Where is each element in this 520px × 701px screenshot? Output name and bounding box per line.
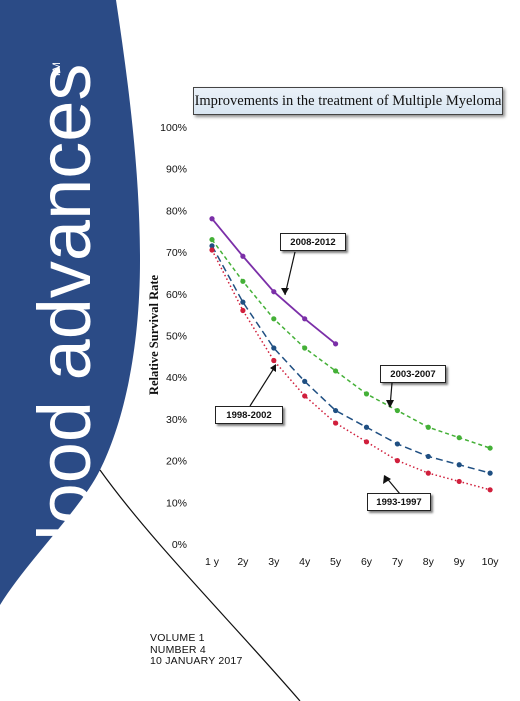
y-tick-label: 70%	[166, 247, 187, 259]
data-point	[209, 236, 215, 243]
data-point	[363, 439, 370, 445]
data-point	[333, 420, 339, 426]
y-tick-label: 50%	[166, 331, 187, 343]
data-point	[240, 307, 246, 314]
chart-y-axis-label: Relative Survival Rate	[147, 274, 161, 395]
data-point	[425, 424, 431, 430]
data-point	[302, 316, 308, 322]
y-tick-label: 10%	[166, 497, 187, 509]
data-point	[240, 299, 246, 305]
annotation-2008-2012: 2008-2012	[280, 233, 346, 251]
data-point	[333, 368, 339, 374]
y-tick-label: 30%	[166, 414, 187, 426]
data-point	[333, 341, 339, 347]
data-point	[363, 424, 370, 430]
data-point	[209, 247, 215, 253]
data-point	[487, 487, 493, 493]
annotation-1993-1997: 1993-1997	[367, 493, 431, 511]
data-point	[456, 435, 462, 441]
issue-number: NUMBER 4	[150, 643, 206, 656]
series-line	[211, 245, 491, 474]
data-point	[394, 458, 400, 464]
issue-info: VOLUME 1 NUMBER 4 10 JANUARY 2017	[150, 632, 243, 668]
x-tick-label: 3y	[268, 556, 280, 568]
annotation-1998-2002: 1998-2002	[215, 406, 283, 424]
x-tick-label: 6y	[361, 556, 373, 568]
journal-masthead: blood advances	[23, 64, 106, 582]
data-point	[487, 445, 493, 451]
data-point	[333, 407, 339, 414]
annotation-2003-2007: 2003-2007	[380, 365, 446, 383]
y-tick-label: 40%	[166, 372, 187, 384]
series-2008-2012	[209, 216, 339, 347]
data-point	[302, 378, 308, 384]
survival-chart: Relative Survival Rate 0% 10% 20% 30% 40% 50%…	[147, 122, 499, 568]
series-1998-2002	[209, 243, 493, 476]
x-tick-label: 8y	[423, 556, 435, 568]
x-tick-label: 4y	[299, 556, 311, 568]
data-point	[456, 478, 462, 485]
data-point	[302, 393, 308, 399]
series-2003-2007	[209, 236, 493, 451]
trademark-mark: TM	[51, 62, 63, 78]
series-1993-1997	[209, 247, 493, 493]
x-tick-label: 10y	[482, 556, 500, 568]
annotation-arrows	[249, 251, 401, 495]
data-point	[425, 453, 431, 460]
data-point	[209, 243, 215, 249]
x-tick-label: 9y	[454, 556, 466, 568]
x-tick-label: 7y	[392, 556, 404, 568]
y-tick-label: 100%	[160, 122, 187, 134]
registered-mark: ®	[104, 640, 111, 650]
blue-swoosh-band	[0, 0, 140, 605]
x-tick-label: 1 y	[205, 556, 220, 568]
data-point	[209, 216, 215, 222]
data-point	[240, 278, 246, 284]
series-line	[211, 249, 491, 491]
x-tick-label: 2y	[237, 556, 249, 568]
data-point	[271, 345, 277, 351]
y-tick-label: 20%	[166, 456, 187, 468]
y-tick-label: 90%	[166, 164, 187, 176]
data-point	[394, 407, 400, 414]
data-point	[271, 316, 277, 322]
data-point	[363, 391, 370, 397]
issue-date: 10 JANUARY 2017	[150, 655, 243, 667]
data-point	[271, 289, 277, 295]
chart-title: Improvements in the treatment of Multipl…	[193, 87, 503, 115]
data-point	[394, 441, 400, 447]
x-tick-label: 5y	[330, 556, 342, 568]
data-point	[271, 357, 277, 364]
y-tick-label: 60%	[166, 289, 187, 301]
data-point	[425, 470, 431, 476]
y-tick-label: 0%	[172, 539, 187, 551]
data-point	[456, 462, 462, 468]
data-point	[240, 253, 246, 259]
data-point	[487, 470, 493, 476]
swoosh-arc-line	[99, 469, 301, 701]
y-tick-label: 80%	[166, 205, 187, 217]
issue-volume: VOLUME 1	[150, 632, 205, 644]
data-point	[302, 345, 308, 351]
